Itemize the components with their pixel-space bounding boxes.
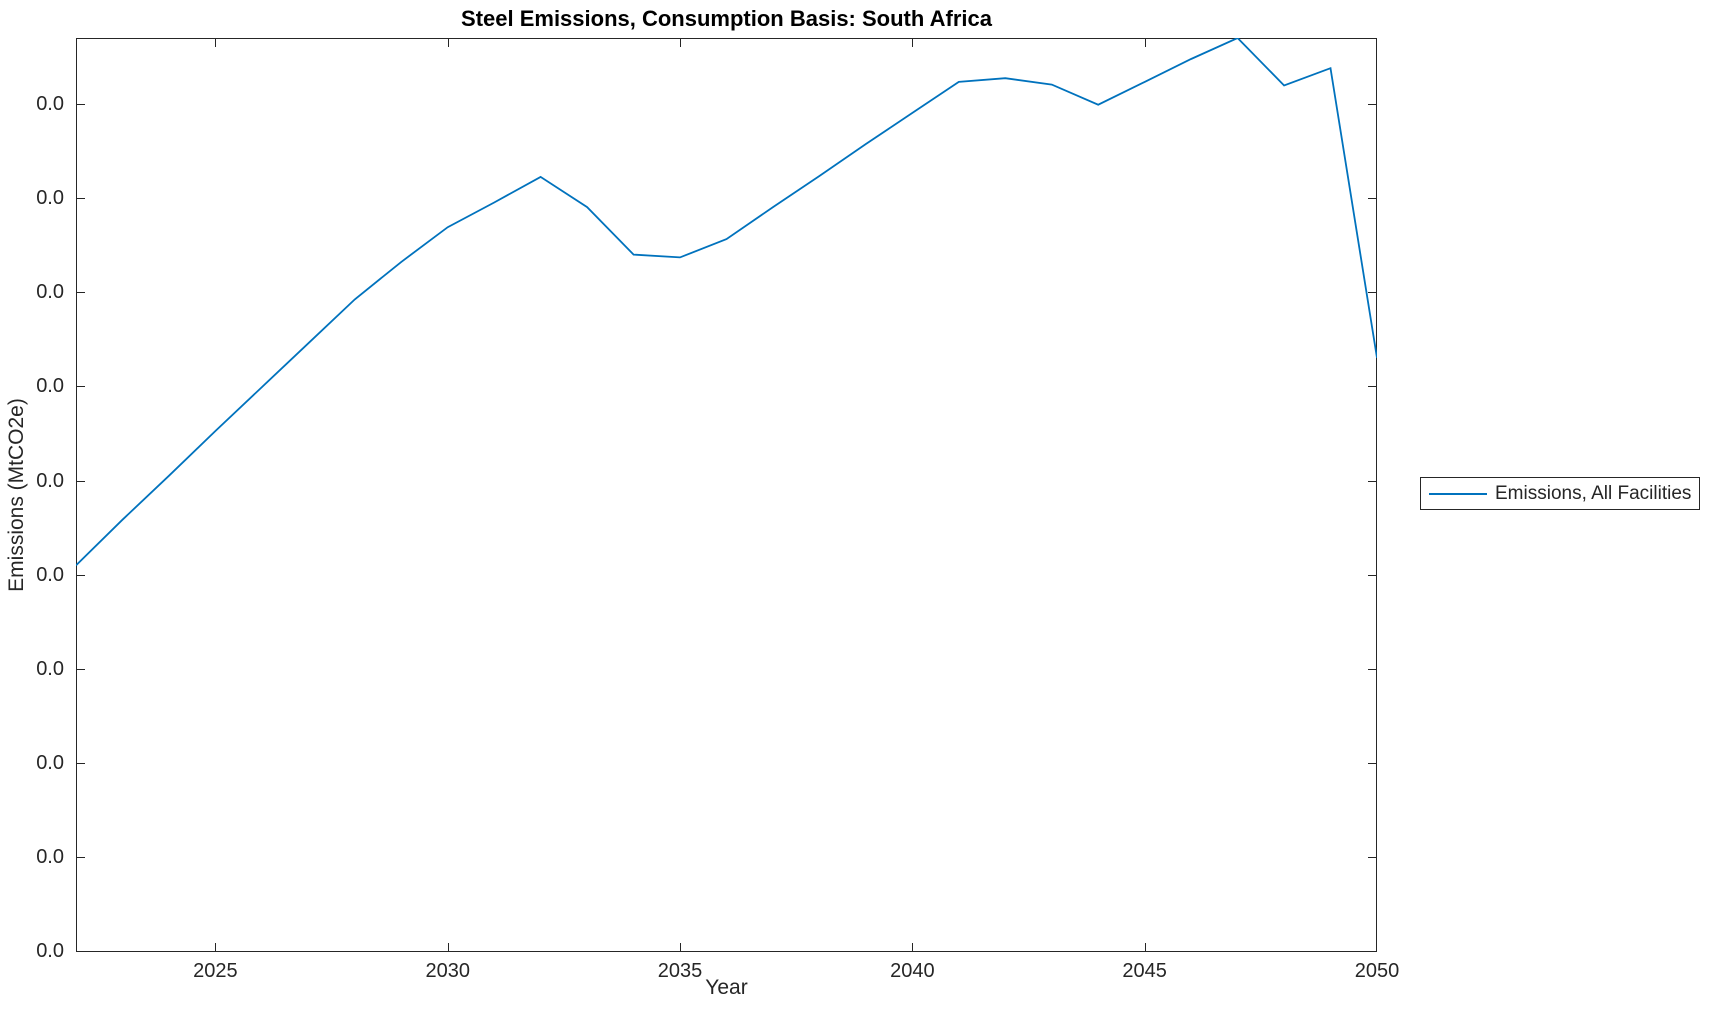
legend-line-sample-icon bbox=[1429, 493, 1487, 495]
y-tick-label: 0.0 bbox=[36, 281, 64, 304]
legend: Emissions, All Facilities bbox=[1420, 477, 1700, 510]
x-tick-label: 2030 bbox=[425, 960, 470, 982]
y-tick-label: 0.0 bbox=[36, 751, 64, 774]
plot-canvas bbox=[76, 38, 1377, 952]
axes-border bbox=[76, 38, 1377, 952]
y-tick-label: 0.0 bbox=[36, 940, 64, 962]
plot-area bbox=[76, 38, 1377, 952]
y-tick-label: 0.0 bbox=[36, 187, 64, 210]
x-tick-label: 2050 bbox=[1354, 960, 1400, 982]
y-tick-label: 0.0 bbox=[36, 563, 64, 586]
y-tick-label: 0.0 bbox=[36, 657, 64, 680]
x-tick-label: 2035 bbox=[657, 960, 703, 982]
emissions-line-series bbox=[76, 38, 1377, 567]
x-tick-label: 2025 bbox=[193, 960, 238, 982]
x-axis-label: Year bbox=[705, 976, 748, 999]
x-tick-label: 2045 bbox=[1122, 960, 1167, 982]
y-tick-label: 0.0 bbox=[36, 469, 64, 492]
y-tick-label: 0.0 bbox=[36, 93, 64, 116]
x-tick-label: 2040 bbox=[890, 960, 935, 982]
chart-title: Steel Emissions, Consumption Basis: Sout… bbox=[461, 6, 992, 31]
y-tick-label: 0.0 bbox=[36, 375, 64, 398]
legend-entry-label: Emissions, All Facilities bbox=[1495, 483, 1692, 504]
y-tick-label: 0.0 bbox=[36, 845, 64, 868]
